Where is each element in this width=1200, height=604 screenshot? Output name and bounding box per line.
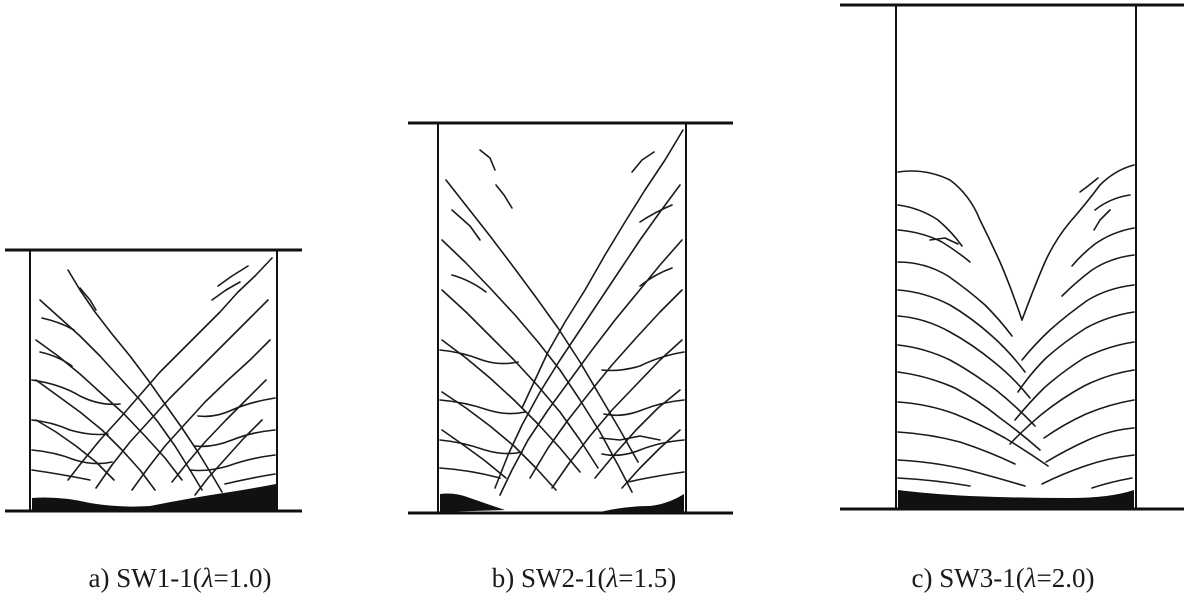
crushed-zone — [32, 484, 276, 510]
wall-sw2-1 — [408, 121, 733, 515]
caption-prefix: b) SW2-1( — [491, 563, 607, 593]
crack-lines — [897, 164, 1135, 489]
caption-prefix: a) SW1-1( — [88, 563, 202, 593]
wall-sw1-1 — [5, 248, 302, 513]
lambda-symbol: λ — [1024, 563, 1037, 593]
lambda-symbol: λ — [606, 563, 619, 593]
caption-prefix: c) SW3-1( — [911, 563, 1025, 593]
caption-sw2-1: b) SW2-1(λ=1.5) — [492, 562, 676, 594]
caption-suffix: =1.5) — [618, 563, 677, 593]
caption-suffix: =2.0) — [1036, 563, 1095, 593]
caption-sw3-1: c) SW3-1(λ=2.0) — [912, 562, 1095, 594]
lambda-symbol: λ — [201, 563, 214, 593]
crack-lines — [439, 129, 685, 496]
wall-sw3-1 — [840, 3, 1184, 511]
caption-sw1-1: a) SW1-1(λ=1.0) — [89, 562, 272, 594]
crushed-zone — [898, 490, 1134, 508]
caption-suffix: =1.0) — [213, 563, 272, 593]
crack-lines — [31, 257, 276, 496]
crushed-zone-right — [600, 494, 684, 512]
crushed-zone — [440, 493, 505, 512]
